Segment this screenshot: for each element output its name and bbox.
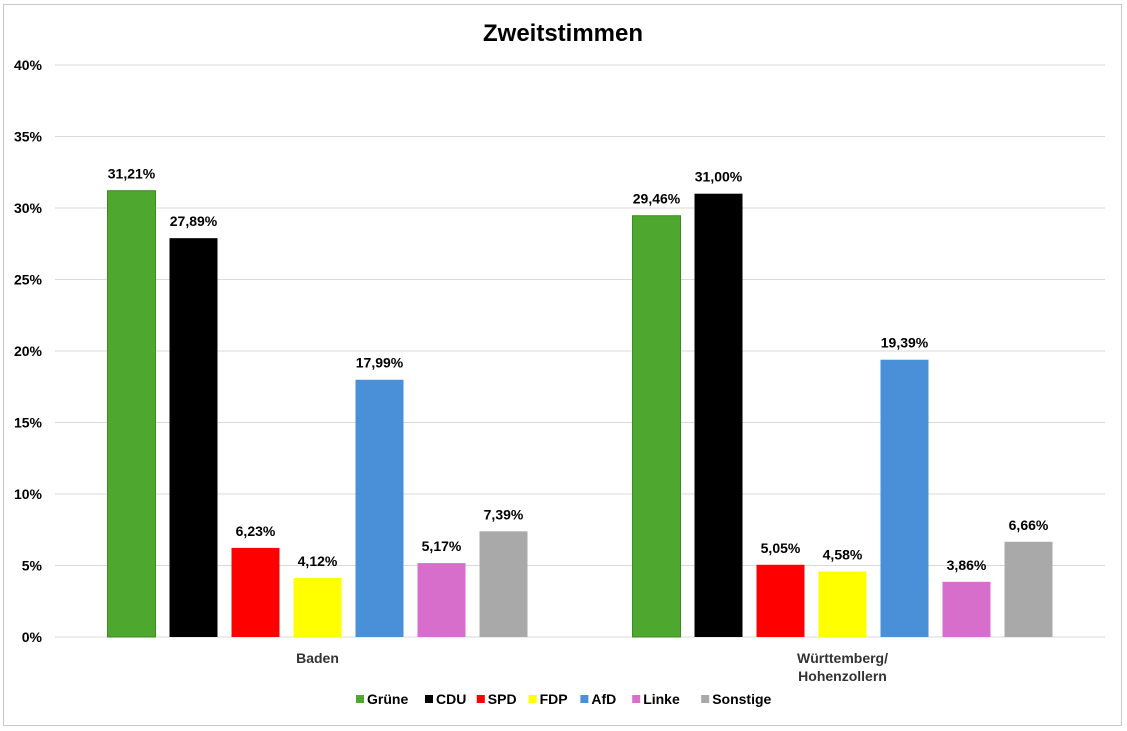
y-tick-label: 35% <box>14 129 43 145</box>
y-tick-label: 40% <box>14 57 43 73</box>
bar-linke <box>417 563 466 637</box>
legend-item-fdp: FDP <box>528 691 568 707</box>
category-label: Württemberg/ <box>797 650 888 666</box>
legend-item-sonstige: Sonstige <box>701 691 772 707</box>
data-label: 31,21% <box>108 166 156 182</box>
legend-item-cdu: CDU <box>425 691 466 707</box>
data-label: 6,23% <box>236 523 276 539</box>
data-label: 5,05% <box>761 540 801 556</box>
chart-title: Zweitstimmen <box>483 20 643 47</box>
bar-fdp <box>293 578 342 637</box>
data-label: 5,17% <box>422 538 462 554</box>
legend-label: CDU <box>436 691 466 707</box>
data-label: 4,12% <box>298 553 338 569</box>
legend-swatch <box>701 695 710 703</box>
legend-label: FDP <box>540 691 568 707</box>
bar-spd <box>231 547 280 637</box>
legend-swatch <box>425 695 433 703</box>
bar-sonstige <box>479 531 528 637</box>
legend: Grüne CDU SPD FDP AfD Linke Sonstige <box>356 691 772 707</box>
legend-label: SPD <box>488 691 517 707</box>
y-tick-label: 20% <box>14 343 43 359</box>
y-axis-ticks: 0% 5% 10% 15% 20% 25% 30% 35% 40% <box>14 57 43 645</box>
legend-swatch <box>580 695 589 703</box>
bar-sonstige <box>1004 541 1053 637</box>
legend-label: Linke <box>643 691 680 707</box>
gridlines <box>55 64 1105 638</box>
bar-afd <box>355 379 404 637</box>
legend-item-grüne: Grüne <box>356 691 408 707</box>
data-label: 6,66% <box>1009 517 1049 533</box>
legend-swatch <box>476 695 485 703</box>
y-tick-label: 30% <box>14 200 43 216</box>
y-tick-label: 5% <box>22 558 43 574</box>
data-label: 7,39% <box>484 506 524 522</box>
legend-swatch <box>356 695 364 703</box>
legend-label: Sonstige <box>712 691 771 707</box>
data-label: 31,00% <box>695 169 743 185</box>
data-label: 3,86% <box>947 557 987 573</box>
bar-linke <box>942 581 991 637</box>
legend-item-linke: Linke <box>632 691 680 707</box>
legend-item-afd: AfD <box>580 691 616 707</box>
legend-label: AfD <box>591 691 616 707</box>
category-labels: Baden Württemberg/Hohenzollern <box>296 650 888 684</box>
bar-cdu <box>169 238 218 637</box>
data-label: 19,39% <box>881 335 929 351</box>
legend-swatch <box>632 695 641 703</box>
bar-cdu <box>694 193 743 637</box>
y-tick-label: 25% <box>14 272 43 288</box>
bar-afd <box>880 359 929 637</box>
data-label: 17,99% <box>356 355 404 371</box>
bar-spd <box>756 564 805 637</box>
bars <box>107 190 1053 638</box>
y-tick-label: 0% <box>22 629 43 645</box>
y-tick-label: 15% <box>14 415 43 431</box>
chart-frame <box>3 4 1122 726</box>
bar-grüne <box>632 215 681 638</box>
legend-item-spd: SPD <box>476 691 517 707</box>
data-label: 27,89% <box>170 213 218 229</box>
bar-fdp <box>818 571 867 637</box>
y-tick-label: 10% <box>14 486 43 502</box>
data-label: 29,46% <box>633 191 681 207</box>
legend-label: Grüne <box>367 691 408 707</box>
data-labels: 31,21% 27,89% 6,23% 4,12% 17,99% 5,17% 7,39% 29… <box>108 166 1049 573</box>
category-label: Hohenzollern <box>798 668 887 684</box>
category-label: Baden <box>296 650 339 666</box>
bar-grüne <box>107 190 156 638</box>
legend-swatch <box>528 695 537 703</box>
data-label: 4,58% <box>823 547 863 563</box>
